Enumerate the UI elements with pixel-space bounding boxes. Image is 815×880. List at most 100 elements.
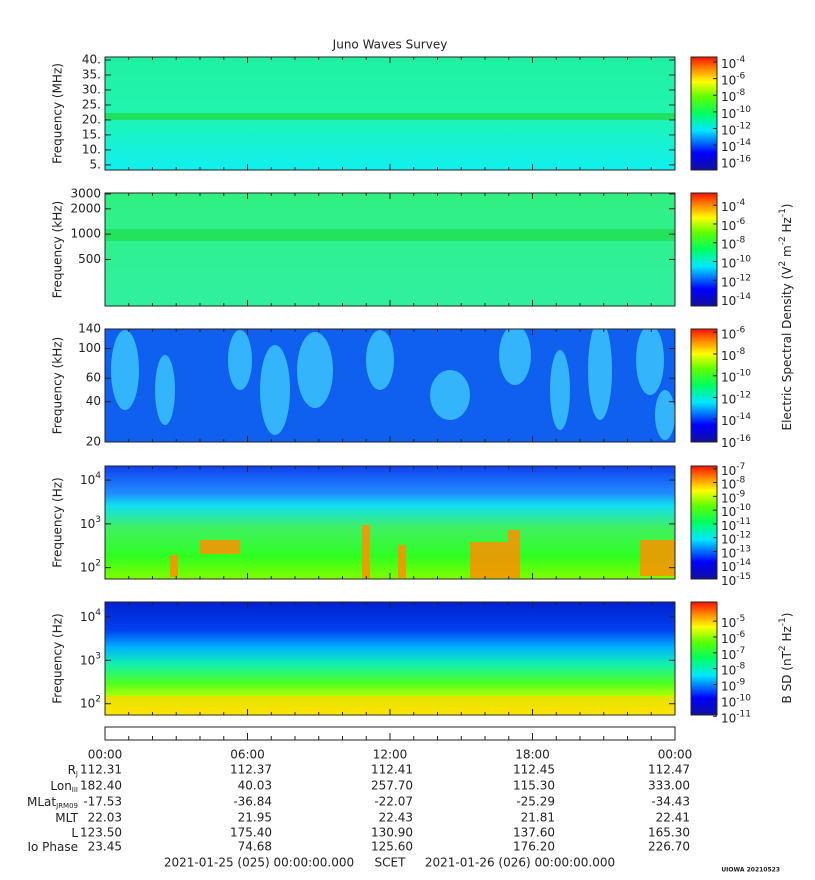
label-part: 10	[721, 574, 736, 588]
label-part: m	[780, 245, 794, 261]
label-part: 10	[721, 663, 736, 677]
label-sup: -6	[736, 71, 745, 81]
ephemeris-value: 22.03	[88, 811, 122, 825]
y-tick-label: 30.	[82, 82, 101, 96]
label-part: 10	[721, 532, 736, 546]
label-sup: -16	[736, 154, 751, 164]
ephemeris-label: MLatJRM09	[27, 795, 78, 811]
label-part: 10	[721, 370, 736, 384]
y-tick-label: 102	[80, 694, 101, 710]
colorbar-tick-label: 10-7	[721, 461, 745, 477]
label-part: Lon	[50, 779, 71, 793]
label-sup: 4	[95, 471, 101, 481]
label-part: 10	[721, 200, 736, 214]
colorbar	[690, 328, 718, 443]
y-tick-label: 3000	[70, 186, 101, 200]
y-tick-label: 100	[78, 341, 101, 355]
footer-scet: SCET	[375, 856, 407, 870]
spectrogram-2	[105, 193, 675, 306]
ephemeris-value: 130.90	[371, 826, 413, 840]
label-sup: -6	[736, 629, 745, 639]
spectrogram-patches	[170, 525, 675, 578]
label-part: 10	[721, 140, 736, 154]
label-part: 10	[721, 106, 736, 120]
label-sup: -6	[736, 325, 745, 335]
ephemeris-value: -22.07	[374, 795, 413, 809]
label-sup: -7	[736, 461, 745, 471]
ephemeris-value: -34.43	[651, 795, 690, 809]
spectrogram-3	[105, 329, 675, 442]
y-tick-label: 104	[80, 607, 101, 623]
colorbar-tick-label: 10-8	[721, 235, 746, 251]
colorbar-tick-label: 10-14	[721, 412, 751, 428]
label-part: MLat	[27, 795, 56, 809]
colorbar-tick-label: 10-12	[721, 273, 751, 289]
label-part: B SD (nT	[780, 650, 794, 703]
ephemeris-value: 74.68	[238, 840, 272, 854]
label-part: Electric Spectral Density (V	[780, 266, 794, 431]
ephemeris-value: -36.84	[233, 795, 272, 809]
y-tick-label: 104	[80, 471, 101, 487]
label-sup: 4	[95, 607, 101, 617]
label-part: 10	[80, 696, 95, 710]
ephemeris-value: 112.41	[371, 763, 413, 777]
ephemeris-value: 112.47	[648, 763, 690, 777]
ephemeris-value: 112.37	[230, 763, 272, 777]
x-tick-label: 00:00	[658, 748, 693, 762]
label-part: 10	[721, 711, 736, 725]
ephemeris-value: 123.50	[80, 826, 122, 840]
label-part: 10	[80, 473, 95, 487]
label-sup: -1	[778, 208, 788, 217]
ephemeris-value: 333.00	[648, 779, 690, 793]
colorbar-tick-label: 10-9	[721, 489, 746, 505]
y-tick-label: 102	[80, 558, 101, 574]
y-tick-label: 60	[86, 371, 101, 385]
colorbar-label: Electric Spectral Density (V2 m-2 Hz-1)	[778, 203, 794, 430]
label-part: 10	[721, 435, 736, 449]
y-axis-label: Frequency (Hz)	[51, 613, 65, 704]
label-sup: 2	[778, 645, 788, 651]
x-tick-label: 12:00	[373, 748, 408, 762]
label-part: 10	[721, 256, 736, 270]
spectrogram-band	[105, 229, 675, 241]
y-tick-label: 40	[86, 394, 101, 408]
spectrogram-band	[105, 113, 675, 120]
ephemeris-label: MLT	[55, 811, 78, 825]
label-sup: -9	[736, 677, 745, 687]
label-part: Hz	[780, 626, 794, 645]
colorbar-tick-label: 10-10	[721, 503, 751, 519]
footer-start: 2021-01-25 (025) 00:00:00.000	[164, 856, 354, 870]
ephemeris-value: 40.03	[238, 779, 272, 793]
footer-end: 2021-01-26 (026) 00:00:00.000	[425, 856, 615, 870]
label-sup: -15	[736, 572, 751, 582]
label-sup: -7	[736, 645, 745, 655]
label-sup: -1	[778, 617, 788, 626]
label-part: 10	[80, 609, 95, 623]
colorbar-tick-label: 10-7	[721, 645, 745, 661]
colorbar-tick-label: 10-14	[721, 292, 751, 308]
colorbar-tick-label: 10-6	[721, 71, 746, 87]
ephemeris-label: RJ	[68, 763, 78, 779]
colorbar-tick-label: 10-12	[721, 121, 751, 137]
label-part: 10	[721, 679, 736, 693]
ephemeris-value: 23.45	[88, 840, 122, 854]
label-part: 10	[721, 414, 736, 428]
label-part: 10	[721, 491, 736, 505]
label-sup: -4	[736, 55, 745, 65]
ephemeris-value: 176.20	[513, 840, 555, 854]
colorbar-tick-label: 10-10	[721, 104, 751, 120]
label-part: 10	[721, 294, 736, 308]
label-sup: -14	[736, 412, 751, 422]
colorbar-tick-label: 10-16	[721, 433, 751, 449]
chart-title: Juno Waves Survey	[332, 38, 448, 52]
colorbar-tick-label: 10-6	[721, 325, 746, 341]
label-sub: J	[75, 770, 78, 778]
label-part: 10	[721, 505, 736, 519]
label-part: 10	[721, 218, 736, 232]
label-part: 10	[721, 695, 736, 709]
label-part: 10	[721, 73, 736, 87]
x-tick-label: 06:00	[230, 748, 265, 762]
label-sup: -8	[736, 88, 745, 98]
y-tick-label: 1000	[70, 227, 101, 241]
label-sup: 2	[778, 261, 788, 267]
